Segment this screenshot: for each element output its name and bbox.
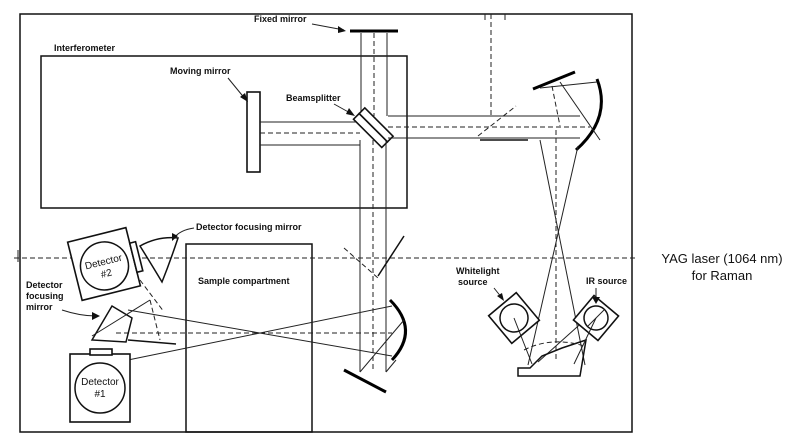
fixed-mirror-label: Fixed mirror — [254, 14, 307, 24]
detector-2 — [66, 226, 144, 302]
folding-mirror-top-right — [532, 70, 576, 91]
detector-focusing-mirror-left-label-line1: Detector — [26, 280, 63, 290]
flip-mirror-right-dashed — [477, 105, 517, 137]
detector-focusing-mirror-left-label-line3: mirror — [26, 302, 53, 312]
detector-1 — [69, 353, 131, 423]
detector-focusing-mirror-top-label: Detector focusing mirror — [196, 222, 302, 232]
detector-focusing-mirror-left-label-line2: focusing — [26, 291, 64, 301]
interferometer-box — [40, 55, 408, 209]
sample-curved-mirror — [388, 298, 407, 362]
instrument-housing — [19, 13, 633, 433]
detector-2-label-line2: #2 — [100, 267, 114, 280]
detector-1-label-line1: Detector — [81, 377, 119, 388]
top-detector-focusing-mirror — [138, 236, 180, 284]
sample-compartment — [185, 243, 313, 433]
interferometer-label: Interferometer — [54, 43, 116, 53]
yag-laser-label-line2: for Raman — [692, 268, 753, 283]
sample-compartment-label: Sample compartment — [198, 276, 290, 286]
flip-mirror-solid-down — [377, 235, 405, 277]
moving-mirror — [246, 91, 261, 173]
ir-source-label: IR source — [586, 276, 627, 286]
yag-laser-label-line1: YAG laser (1064 nm) — [661, 251, 782, 266]
whitelight-source-label-line2: source — [458, 277, 488, 287]
curved-mirror-right — [575, 78, 603, 152]
whitelight-source-label-line1: Whitelight — [456, 266, 500, 276]
source-mirror-mount — [517, 338, 587, 377]
bottom-flat-mirror — [343, 368, 387, 394]
moving-mirror-label: Moving mirror — [170, 66, 231, 76]
left-detector-focusing-mirror — [90, 304, 133, 343]
beamsplitter — [352, 106, 395, 149]
beam-to-sources-left — [527, 145, 579, 366]
beamsplitter-label: Beamsplitter — [286, 93, 341, 103]
beam-to-sources-right — [539, 139, 586, 366]
detector-1-label-line2: #1 — [94, 389, 106, 400]
